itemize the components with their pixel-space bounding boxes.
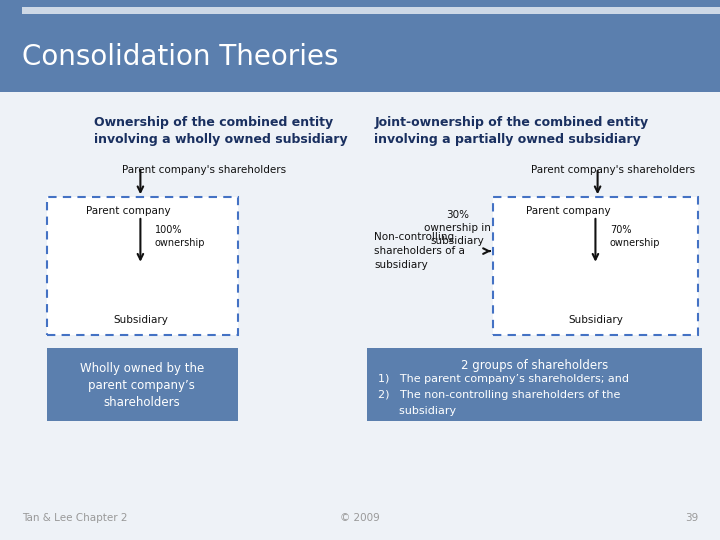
Bar [47, 348, 238, 421]
Text: Tan & Lee Chapter 2: Tan & Lee Chapter 2 [22, 514, 127, 523]
Text: Subsidiary: Subsidiary [113, 315, 168, 325]
Text: 1)   The parent company’s shareholders; and: 1) The parent company’s shareholders; an… [378, 374, 629, 384]
Bar [0, 0, 720, 92]
Text: Parent company's shareholders: Parent company's shareholders [122, 165, 287, 175]
Bar [367, 348, 702, 421]
Text: Joint-ownership of the combined entity
involving a partially owned subsidiary: Joint-ownership of the combined entity i… [374, 116, 649, 146]
Text: Non-controlling
shareholders of a
subsidiary: Non-controlling shareholders of a subsid… [374, 232, 465, 270]
Bar [22, 7, 720, 14]
FancyBboxPatch shape [47, 197, 238, 335]
Text: Ownership of the combined entity
involving a wholly owned subsidiary: Ownership of the combined entity involvi… [94, 116, 347, 146]
Text: 39: 39 [685, 514, 698, 523]
Text: Subsidiary: Subsidiary [568, 315, 623, 325]
Text: Parent company: Parent company [86, 206, 171, 217]
Text: 2)   The non-controlling shareholders of the: 2) The non-controlling shareholders of t… [378, 390, 621, 400]
Text: © 2009: © 2009 [340, 514, 380, 523]
Text: Parent company's shareholders: Parent company's shareholders [531, 165, 695, 175]
Text: 100%
ownership: 100% ownership [155, 225, 205, 248]
Text: subsidiary: subsidiary [378, 406, 456, 416]
Text: Wholly owned by the
parent company’s
shareholders: Wholly owned by the parent company’s sha… [80, 361, 204, 409]
Text: Parent company: Parent company [526, 206, 611, 217]
FancyBboxPatch shape [493, 197, 698, 335]
Text: 30%
ownership in
subsidiary: 30% ownership in subsidiary [424, 210, 490, 246]
Text: 2 groups of shareholders: 2 groups of shareholders [461, 359, 608, 372]
Text: Consolidation Theories: Consolidation Theories [22, 43, 338, 71]
Text: 70%
ownership: 70% ownership [610, 225, 660, 248]
